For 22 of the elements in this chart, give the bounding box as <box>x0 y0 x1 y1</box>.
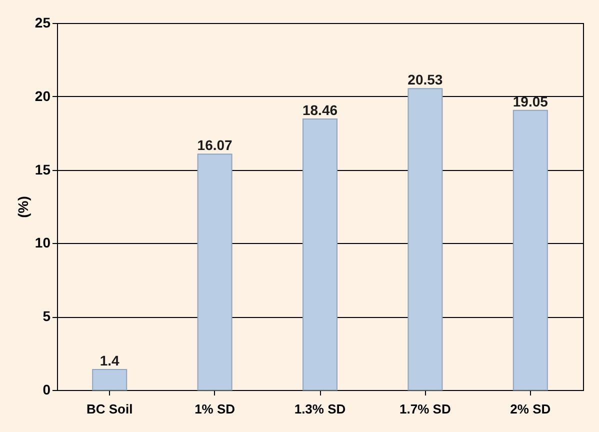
y-tick-label: 5 <box>42 308 51 324</box>
bar <box>197 154 232 390</box>
y-tick-label: 15 <box>34 161 51 178</box>
y-axis-title: (%) <box>14 196 31 218</box>
x-tick-label: 1.7% SD <box>400 402 451 416</box>
x-tick-label: BC Soil <box>86 402 133 416</box>
y-tick-label: 20 <box>34 88 51 104</box>
data-label: 18.46 <box>302 102 338 118</box>
bar <box>92 368 128 390</box>
bar <box>512 110 548 390</box>
data-label: 20.53 <box>408 72 443 88</box>
data-label: 1.4 <box>100 352 120 368</box>
y-tick-label: 10 <box>34 234 51 251</box>
x-tick-label: 1% SD <box>194 402 236 416</box>
x-tick-label: 2% SD <box>510 402 551 416</box>
data-label: 19.05 <box>512 93 548 110</box>
x-tick-label: 1.3% SD <box>294 402 346 416</box>
y-tick-label: 0 <box>42 382 51 398</box>
bar <box>302 118 338 390</box>
data-label: 16.07 <box>197 137 233 154</box>
bar <box>408 88 443 390</box>
y-tick-label: 25 <box>34 14 51 30</box>
